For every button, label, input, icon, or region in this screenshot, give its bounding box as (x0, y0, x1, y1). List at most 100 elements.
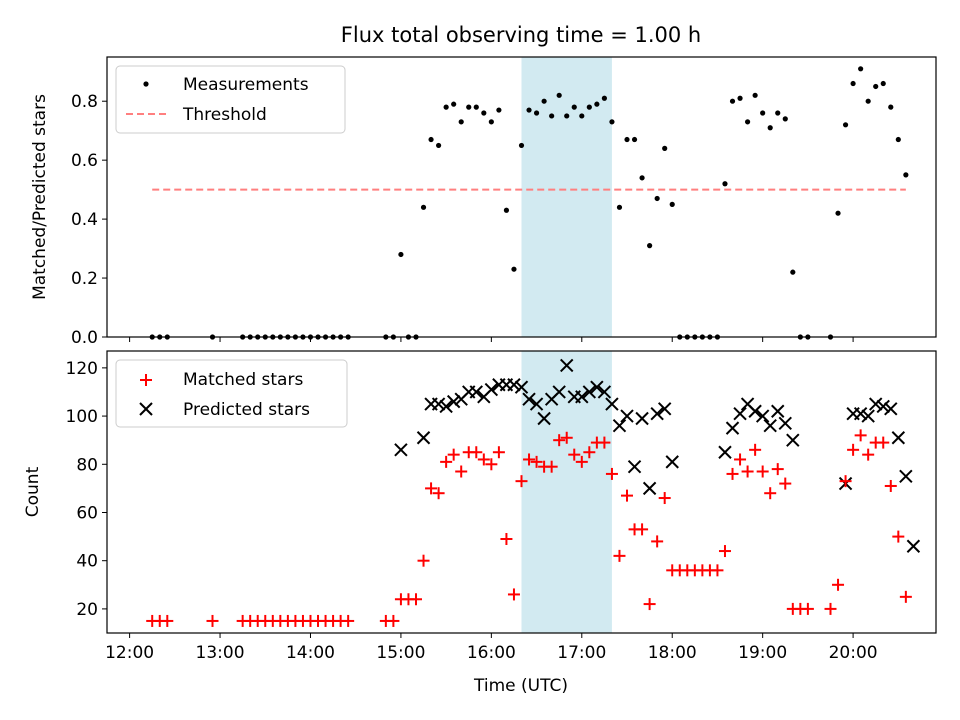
predicted-stars-stroke (620, 409, 634, 423)
predicted-stars-point (469, 385, 483, 399)
predicted-stars-point (416, 431, 431, 445)
matched-stars-point (899, 590, 912, 603)
measurement-point (895, 136, 901, 143)
predicted-stars-stroke (416, 431, 431, 445)
matched-stars-point (801, 602, 814, 615)
bottom-legend-box (115, 359, 348, 428)
bottom-highlight-band (521, 351, 612, 633)
predicted-stars-point (718, 445, 732, 459)
top-panel: 0.00.20.40.60.8 Matched/Predicted stars … (30, 56, 937, 348)
measurement-point (639, 175, 645, 181)
measurement-point (850, 80, 856, 87)
x-tick-label: 16:00 (467, 643, 516, 663)
predicted-stars-stroke (665, 455, 679, 469)
predicted-stars-point (484, 382, 499, 397)
top-y-tick-label: 0.4 (71, 210, 98, 230)
bottom-ylabel: Count (23, 466, 43, 517)
matched-stars-point (862, 448, 875, 461)
matched-stars-point (756, 465, 769, 478)
matched-stars-point (409, 593, 422, 606)
predicted-stars-point (853, 406, 868, 421)
matched-stars-point (651, 535, 664, 548)
predicted-stars-point (869, 397, 883, 411)
measurement-point (790, 269, 796, 275)
predicted-stars-stroke (552, 385, 566, 399)
matched-stars-point (892, 530, 905, 543)
legend-measurements-marker (143, 81, 149, 87)
matched-stars-point (492, 446, 505, 459)
predicted-stars-point (748, 404, 762, 418)
matched-stars-point (432, 487, 445, 500)
predicted-stars-stroke (876, 399, 890, 414)
matched-stars-point (643, 598, 656, 611)
predicted-stars-point (635, 411, 649, 426)
measurement-point (880, 80, 886, 87)
matched-stars-point (877, 436, 890, 449)
predicted-stars-point (612, 419, 627, 433)
measurement-point (518, 142, 525, 149)
measurement-point (420, 204, 427, 210)
x-tick-label: 18:00 (648, 643, 697, 663)
measurement-point (458, 119, 464, 125)
measurement-point (398, 251, 404, 258)
matched-stars-point (726, 467, 739, 480)
matched-stars-point (741, 465, 754, 478)
predicted-stars-point (394, 443, 408, 457)
top-legend: Measurements Threshold (115, 65, 346, 134)
predicted-stars-stroke (884, 402, 898, 416)
predicted-stars-stroke (514, 380, 529, 394)
measurement-point (647, 243, 653, 249)
measurement-point (466, 104, 472, 110)
matched-stars-point (832, 578, 845, 591)
predicted-stars-point (605, 397, 619, 411)
matched-stars-point (718, 545, 731, 558)
predicted-stars-point (514, 380, 529, 394)
predicted-stars-point (657, 402, 672, 416)
measurement-point (496, 107, 502, 113)
matched-stars-point (884, 479, 897, 492)
predicted-stars-stroke (778, 416, 792, 431)
matched-stars-point (658, 492, 671, 505)
matched-stars-point (854, 429, 867, 442)
predicted-stars-stroke (786, 433, 800, 447)
predicted-stars-stroke (469, 385, 483, 399)
matched-stars-point (575, 455, 588, 468)
matched-stars-point (605, 467, 618, 480)
matched-stars-point (824, 602, 837, 615)
measurement-point (722, 181, 728, 187)
bottom-y-tick-label: 20 (76, 600, 98, 620)
predicted-stars-point (876, 399, 890, 414)
predicted-stars-stroke (439, 399, 453, 414)
predicted-stars-point (446, 394, 461, 409)
predicted-stars-stroke (657, 402, 672, 416)
predicted-stars-stroke (590, 380, 604, 394)
predicted-stars-stroke (507, 378, 521, 392)
predicted-stars-point (582, 385, 597, 399)
bottom-y-tick-label: 100 (66, 407, 98, 427)
measurement-point (511, 266, 517, 272)
measurement-point (564, 113, 570, 119)
measurement-point (428, 136, 434, 143)
predicted-stars-point (522, 392, 536, 406)
predicted-stars-point (575, 390, 589, 404)
predicted-stars-point (771, 404, 785, 418)
x-axis-label: Time (UTC) (473, 676, 568, 696)
bottom-y-tick-label: 60 (76, 503, 98, 523)
predicted-stars-stroke (605, 397, 619, 411)
predicted-stars-point (763, 419, 777, 433)
top-y-tick-label: 0.8 (71, 92, 98, 112)
bottom-y-tick-label: 120 (66, 359, 98, 379)
measurement-point (451, 101, 457, 107)
predicted-stars-stroke (522, 392, 536, 406)
predicted-stars-point (560, 358, 574, 373)
measurement-point (436, 142, 442, 149)
predicted-stars-stroke (597, 385, 612, 399)
predicted-stars-stroke (431, 397, 446, 411)
predicted-stars-point (755, 409, 770, 423)
predicted-stars-point (725, 421, 740, 435)
measurement-point (443, 104, 449, 110)
predicted-stars-point (627, 459, 642, 474)
predicted-stars-point (786, 433, 800, 447)
predicted-stars-point (597, 385, 612, 399)
